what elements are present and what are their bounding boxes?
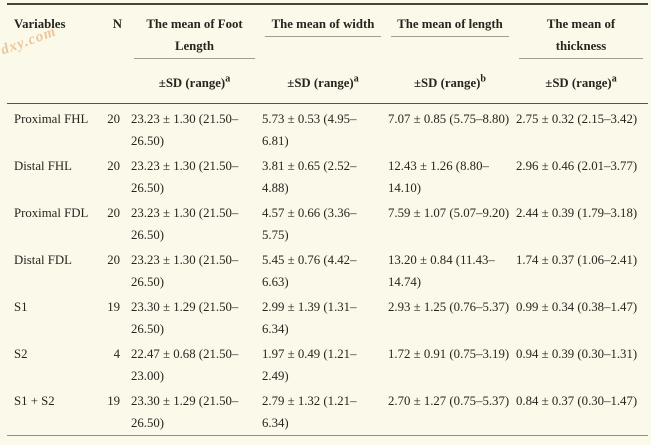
column-header-variables: Variables [7, 4, 104, 104]
footnote-marker: a [611, 73, 617, 85]
cell-n: 20 [107, 206, 120, 220]
header-underline [134, 58, 255, 59]
cell-n: 20 [107, 112, 120, 126]
cell-length: 2.70 ± 1.27 (0.75–5.37) [388, 394, 510, 408]
header-underline [519, 58, 643, 59]
cell-foot-length: 23.23 ± 1.30 (21.50–26.50) [131, 112, 239, 148]
subheader-sd-thickness: ±SD (range)a [514, 59, 648, 104]
cell-foot-length: 23.30 ± 1.29 (21.50–26.50) [131, 394, 239, 430]
cell-variable: Distal FDL [14, 253, 72, 267]
cell-thickness: 2.44 ± 0.39 (1.79–3.18) [516, 206, 638, 220]
cell-foot-length: 23.23 ± 1.30 (21.50–26.50) [131, 253, 239, 289]
group-label: The mean of width [271, 17, 375, 31]
table-row-distal-fhl: Distal FHL 20 23.23 ± 1.30 (21.50–26.50)… [7, 153, 648, 200]
subheader-sd-width: ±SD (range)a [260, 59, 386, 104]
cell-width: 3.81 ± 0.65 (2.52–4.88) [262, 159, 357, 195]
group-header-row: Variables N The mean of Foot Length The … [7, 4, 648, 104]
cell-length: 13.20 ± 0.84 (11.43–14.74) [388, 253, 495, 289]
cell-width: 1.97 ± 0.49 (1.21–2.49) [262, 347, 357, 383]
cell-thickness: 0.94 ± 0.39 (0.30–1.31) [516, 347, 638, 361]
table-row-s1-plus-s2: S1 + S2 19 23.30 ± 1.29 (21.50–26.50) 2.… [7, 388, 648, 436]
cell-length: 7.07 ± 0.85 (5.75–8.80) [388, 112, 510, 126]
cell-thickness: 2.75 ± 0.32 (2.15–3.42) [516, 112, 638, 126]
column-header-width: The mean of width [260, 4, 386, 59]
group-label: The mean of Foot Length [146, 17, 243, 53]
table-row-s2: S2 4 22.47 ± 0.68 (21.50–23.00) 1.97 ± 0… [7, 341, 648, 388]
cell-foot-length: 23.23 ± 1.30 (21.50–26.50) [131, 206, 239, 242]
header-underline [265, 36, 381, 37]
footnote-marker: b [480, 73, 486, 85]
table-row-proximal-fdl: Proximal FDL 20 23.23 ± 1.30 (21.50–26.5… [7, 200, 648, 247]
cell-length: 1.72 ± 0.91 (0.75–3.19) [388, 347, 510, 361]
cell-thickness: 0.99 ± 0.34 (0.38–1.47) [516, 300, 638, 314]
cell-variable: Proximal FHL [14, 112, 89, 126]
cell-width: 4.57 ± 0.66 (3.36–5.75) [262, 206, 357, 242]
group-label: The mean of thickness [546, 17, 616, 53]
sd-subheader-row: ±SD (range)a ±SD (range)a ±SD (range)b ±… [7, 59, 648, 104]
header-underline [391, 36, 509, 37]
column-header-thickness: The mean of thickness [514, 4, 648, 59]
cell-foot-length: 22.47 ± 0.68 (21.50–23.00) [131, 347, 239, 383]
cell-foot-length: 23.23 ± 1.30 (21.50–26.50) [131, 159, 239, 195]
cell-length: 7.59 ± 1.07 (5.07–9.20) [388, 206, 510, 220]
cell-n: 20 [107, 253, 120, 267]
subheader-sd-length: ±SD (range)b [386, 59, 514, 104]
cell-n: 20 [107, 159, 120, 173]
cell-thickness: 2.96 ± 0.46 (2.01–3.77) [516, 159, 638, 173]
cell-width: 2.99 ± 1.39 (1.31–6.34) [262, 300, 357, 336]
subheader-sd-foot-length: ±SD (range)a [129, 59, 260, 104]
cell-thickness: 0.84 ± 0.37 (0.30–1.47) [516, 394, 638, 408]
cell-variable: S1 + S2 [14, 394, 55, 408]
measurement-table: Variables N The mean of Foot Length The … [7, 3, 648, 436]
cell-width: 5.45 ± 0.76 (4.42–6.63) [262, 253, 357, 289]
cell-n: 4 [113, 347, 120, 361]
cell-variable: S2 [14, 347, 28, 361]
table-row-proximal-fhl: Proximal FHL 20 23.23 ± 1.30 (21.50–26.5… [7, 104, 648, 154]
cell-variable: S1 [14, 300, 28, 314]
cell-n: 19 [107, 394, 120, 408]
cell-variable: Distal FHL [14, 159, 72, 173]
cell-foot-length: 23.30 ± 1.29 (21.50–26.50) [131, 300, 239, 336]
cell-length: 12.43 ± 1.26 (8.80–14.10) [388, 159, 489, 195]
table-body: Proximal FHL 20 23.23 ± 1.30 (21.50–26.5… [7, 104, 648, 436]
cell-length: 2.93 ± 1.25 (0.76–5.37) [388, 300, 510, 314]
table-row-distal-fdl: Distal FDL 20 23.23 ± 1.30 (21.50–26.50)… [7, 247, 648, 294]
group-label: The mean of length [397, 17, 503, 31]
cell-width: 2.79 ± 1.32 (1.21–6.34) [262, 394, 357, 430]
table-row-s1: S1 19 23.30 ± 1.29 (21.50–26.50) 2.99 ± … [7, 294, 648, 341]
column-header-length: The mean of length [386, 4, 514, 59]
cell-variable: Proximal FDL [14, 206, 89, 220]
footnote-marker: a [353, 73, 359, 85]
cell-thickness: 1.74 ± 0.37 (1.06–2.41) [516, 253, 638, 267]
column-header-foot-length: The mean of Foot Length [129, 4, 260, 59]
cell-n: 19 [107, 300, 120, 314]
column-header-n: N [104, 4, 129, 104]
footnote-marker: a [225, 73, 231, 85]
table-header: Variables N The mean of Foot Length The … [7, 4, 648, 104]
cell-width: 5.73 ± 0.53 (4.95–6.81) [262, 112, 357, 148]
